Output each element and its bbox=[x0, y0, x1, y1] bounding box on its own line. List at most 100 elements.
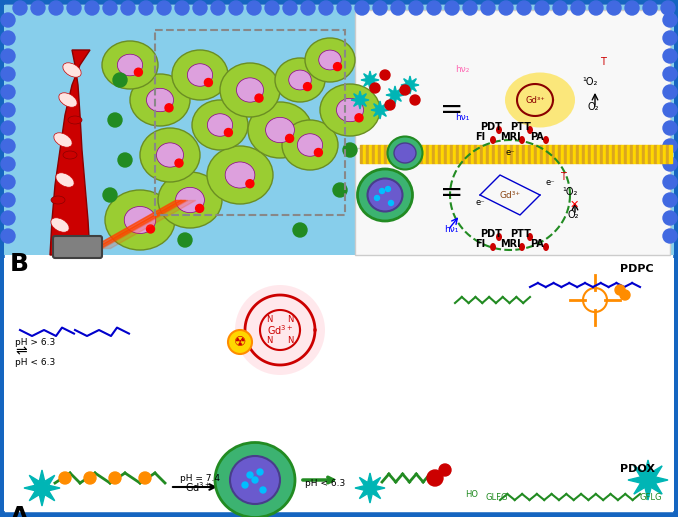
Bar bbox=[480, 145, 483, 163]
Text: O₂: O₂ bbox=[567, 210, 578, 220]
Text: HO: HO bbox=[465, 490, 478, 499]
Bar bbox=[393, 145, 396, 163]
Circle shape bbox=[301, 1, 315, 15]
Bar bbox=[651, 145, 654, 163]
Bar bbox=[528, 145, 531, 163]
Circle shape bbox=[67, 1, 81, 15]
Circle shape bbox=[139, 1, 153, 15]
Bar bbox=[561, 145, 564, 163]
Bar bbox=[666, 145, 669, 163]
Circle shape bbox=[663, 67, 677, 81]
Circle shape bbox=[1, 85, 15, 99]
Bar bbox=[396, 145, 399, 163]
Bar bbox=[636, 145, 639, 163]
Bar bbox=[552, 145, 555, 163]
Circle shape bbox=[139, 472, 151, 484]
Ellipse shape bbox=[519, 243, 525, 251]
Bar bbox=[384, 145, 387, 163]
Circle shape bbox=[1, 175, 15, 189]
Circle shape bbox=[439, 464, 451, 476]
Ellipse shape bbox=[248, 102, 312, 158]
Bar bbox=[438, 145, 441, 163]
Bar bbox=[642, 145, 645, 163]
Circle shape bbox=[13, 1, 27, 15]
Circle shape bbox=[157, 1, 171, 15]
Circle shape bbox=[247, 1, 261, 15]
Circle shape bbox=[224, 129, 233, 136]
Circle shape bbox=[134, 68, 142, 76]
Circle shape bbox=[118, 153, 132, 167]
Text: hν₁: hν₁ bbox=[455, 113, 469, 122]
Circle shape bbox=[193, 1, 207, 15]
Ellipse shape bbox=[496, 126, 502, 134]
Bar bbox=[477, 145, 480, 163]
Circle shape bbox=[589, 1, 603, 15]
Bar bbox=[576, 145, 579, 163]
Ellipse shape bbox=[51, 218, 69, 232]
Text: PTT: PTT bbox=[510, 229, 531, 239]
Bar bbox=[537, 145, 540, 163]
Bar bbox=[378, 145, 381, 163]
Polygon shape bbox=[355, 473, 385, 503]
Text: A: A bbox=[10, 505, 29, 517]
Bar bbox=[417, 145, 420, 163]
Ellipse shape bbox=[215, 443, 295, 517]
Circle shape bbox=[663, 139, 677, 153]
Ellipse shape bbox=[51, 196, 65, 204]
Bar bbox=[591, 145, 594, 163]
Bar bbox=[492, 145, 495, 163]
Ellipse shape bbox=[336, 98, 363, 121]
Circle shape bbox=[319, 1, 333, 15]
Ellipse shape bbox=[220, 63, 280, 117]
Ellipse shape bbox=[298, 134, 323, 156]
Circle shape bbox=[663, 175, 677, 189]
Circle shape bbox=[410, 95, 420, 105]
Ellipse shape bbox=[543, 243, 549, 251]
Bar bbox=[369, 145, 372, 163]
Bar bbox=[510, 145, 513, 163]
Bar bbox=[507, 145, 510, 163]
Circle shape bbox=[517, 1, 531, 15]
Text: O₂: O₂ bbox=[587, 102, 599, 112]
Ellipse shape bbox=[319, 50, 341, 70]
Bar bbox=[387, 145, 390, 163]
Circle shape bbox=[391, 1, 405, 15]
Ellipse shape bbox=[187, 64, 213, 86]
Ellipse shape bbox=[117, 54, 142, 76]
Polygon shape bbox=[50, 50, 90, 255]
Circle shape bbox=[113, 73, 127, 87]
Bar bbox=[609, 145, 612, 163]
Circle shape bbox=[409, 1, 423, 15]
Ellipse shape bbox=[192, 100, 248, 150]
Bar bbox=[567, 145, 570, 163]
Ellipse shape bbox=[140, 128, 200, 182]
Text: Gd$^{3+}$: Gd$^{3+}$ bbox=[267, 323, 293, 337]
Circle shape bbox=[445, 1, 459, 15]
Polygon shape bbox=[401, 76, 419, 94]
Circle shape bbox=[178, 233, 192, 247]
Bar bbox=[495, 145, 498, 163]
Text: T: T bbox=[560, 172, 566, 182]
Bar bbox=[447, 145, 450, 163]
Bar bbox=[597, 145, 600, 163]
Bar bbox=[606, 145, 609, 163]
Circle shape bbox=[49, 1, 63, 15]
Ellipse shape bbox=[543, 136, 549, 144]
Circle shape bbox=[1, 211, 15, 225]
Bar bbox=[579, 145, 582, 163]
Circle shape bbox=[625, 1, 639, 15]
Bar bbox=[420, 145, 423, 163]
Bar bbox=[588, 145, 591, 163]
FancyBboxPatch shape bbox=[53, 236, 102, 258]
Circle shape bbox=[211, 1, 225, 15]
Polygon shape bbox=[628, 460, 668, 500]
FancyBboxPatch shape bbox=[4, 258, 674, 511]
Circle shape bbox=[615, 285, 625, 295]
Bar bbox=[600, 145, 603, 163]
Bar bbox=[585, 145, 588, 163]
Circle shape bbox=[109, 472, 121, 484]
Bar bbox=[546, 145, 549, 163]
Ellipse shape bbox=[505, 72, 575, 128]
Circle shape bbox=[59, 472, 71, 484]
Bar bbox=[540, 145, 543, 163]
